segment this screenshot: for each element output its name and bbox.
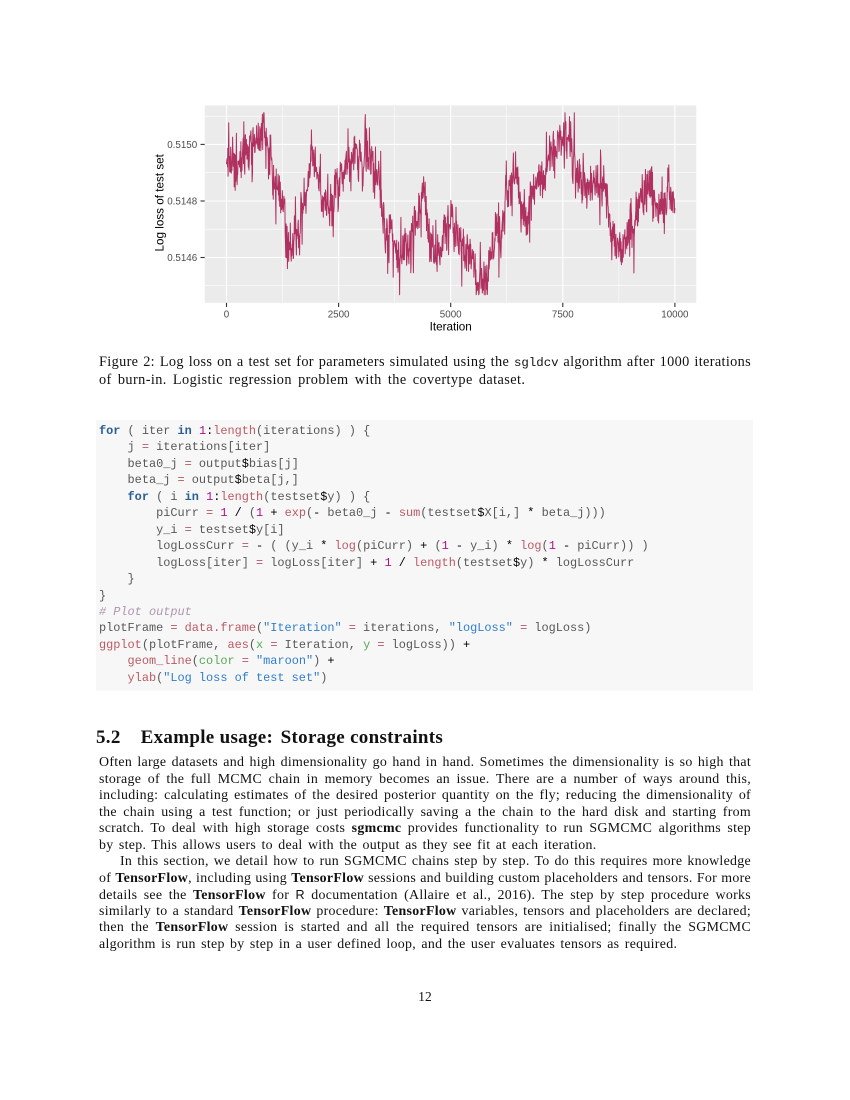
svg-text:0.5150: 0.5150: [167, 140, 198, 151]
svg-text:7500: 7500: [552, 310, 574, 321]
svg-text:0: 0: [224, 310, 230, 321]
svg-text:0.5148: 0.5148: [167, 196, 198, 207]
svg-text:Log loss of test set: Log loss of test set: [154, 153, 167, 251]
svg-text:Iteration: Iteration: [430, 321, 472, 334]
svg-text:5000: 5000: [440, 310, 462, 321]
svg-text:0.5146: 0.5146: [167, 253, 198, 264]
svg-text:10000: 10000: [661, 310, 689, 321]
svg-text:2500: 2500: [328, 310, 350, 321]
